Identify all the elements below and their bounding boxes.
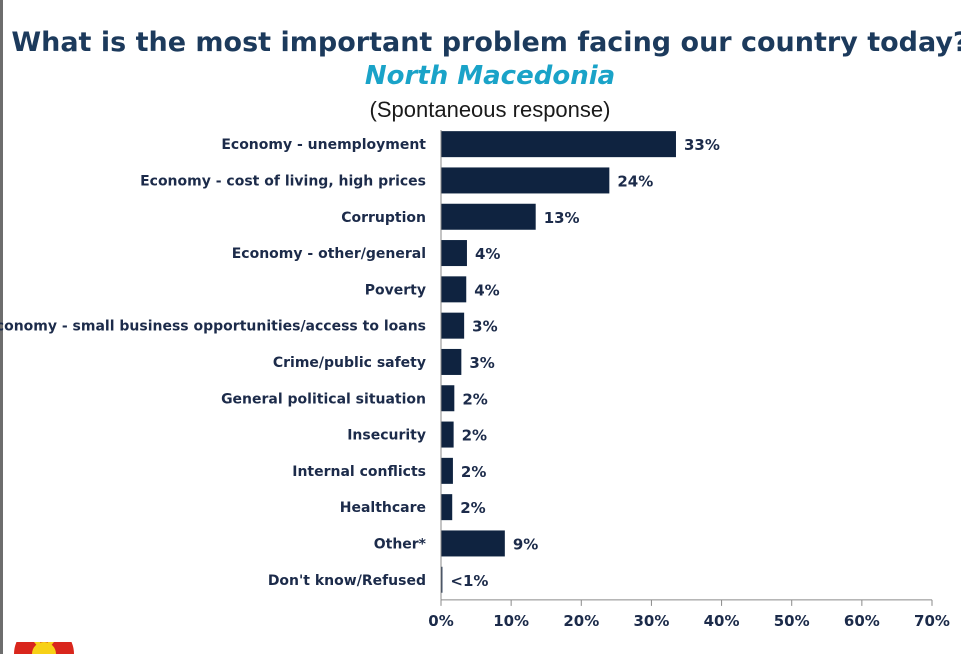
chart-note: (Spontaneous response)	[369, 97, 611, 122]
left-border	[0, 0, 3, 654]
value-label: 2%	[462, 390, 487, 408]
value-label: 3%	[469, 354, 494, 372]
value-label: <1%	[450, 572, 488, 590]
value-label: 2%	[462, 427, 487, 445]
x-tick-label: 60%	[844, 612, 880, 630]
bar	[441, 131, 676, 158]
value-label: 4%	[475, 245, 500, 263]
category-label: Healthcare	[340, 500, 426, 516]
x-tick-label: 30%	[633, 612, 669, 630]
bar	[441, 457, 453, 484]
x-tick-label: 10%	[493, 612, 529, 630]
category-label: Economy - small business opportunities/a…	[0, 319, 426, 335]
bar	[441, 312, 465, 339]
category-label: Poverty	[365, 282, 426, 298]
category-label: Economy - cost of living, high prices	[140, 173, 426, 189]
x-tick-label: 20%	[563, 612, 599, 630]
chart-title: What is the most important problem facin…	[11, 27, 961, 58]
category-label: Don't know/Refused	[268, 573, 426, 589]
value-label: 4%	[474, 281, 499, 299]
category-label: Economy - unemployment	[221, 137, 426, 153]
x-tick-label: 70%	[914, 612, 950, 630]
category-label: Other*	[374, 536, 427, 552]
value-label: 9%	[513, 535, 538, 553]
bar	[441, 240, 467, 267]
bar	[441, 494, 453, 521]
bar	[441, 167, 610, 194]
value-label: 13%	[544, 209, 580, 227]
category-label: Corruption	[341, 210, 426, 226]
category-label: Economy - other/general	[232, 246, 426, 262]
value-label: 2%	[460, 499, 485, 517]
category-label: General political situation	[221, 391, 426, 407]
bar	[441, 203, 536, 230]
category-label: Crime/public safety	[273, 355, 426, 371]
value-label: 33%	[684, 136, 720, 154]
bar	[441, 566, 443, 593]
bar	[441, 276, 467, 303]
chart-subtitle: North Macedonia	[364, 61, 616, 91]
x-tick-label: 0%	[428, 612, 453, 630]
category-label: Internal conflicts	[292, 464, 426, 480]
bar	[441, 530, 505, 557]
flag-logo-icon	[14, 642, 74, 654]
category-label: Insecurity	[347, 428, 426, 444]
x-tick-label: 40%	[704, 612, 740, 630]
value-label: 2%	[461, 463, 486, 481]
value-label: 24%	[617, 172, 653, 190]
bar	[441, 421, 454, 448]
bar	[441, 348, 462, 375]
x-tick-label: 50%	[774, 612, 810, 630]
bar	[441, 385, 455, 412]
value-label: 3%	[472, 318, 497, 336]
